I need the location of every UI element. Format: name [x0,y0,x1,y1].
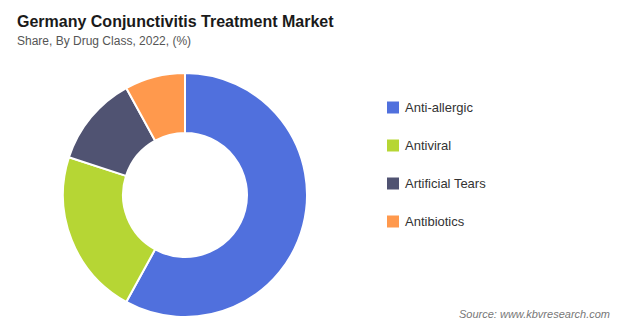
svg-text:Share, By Drug Class, 2022, (%: Share, By Drug Class, 2022, (%) [17,34,191,48]
svg-text:Antiviral: Antiviral [405,138,451,153]
svg-text:Anti-allergic: Anti-allergic [405,100,473,115]
svg-text:Artificial Tears: Artificial Tears [405,176,486,191]
svg-text:Source: www.kbvresearch.com: Source: www.kbvresearch.com [459,308,610,320]
svg-text:Antibiotics: Antibiotics [405,214,465,229]
svg-text:Germany Conjunctivitis Treatme: Germany Conjunctivitis Treatment Market [17,13,334,30]
